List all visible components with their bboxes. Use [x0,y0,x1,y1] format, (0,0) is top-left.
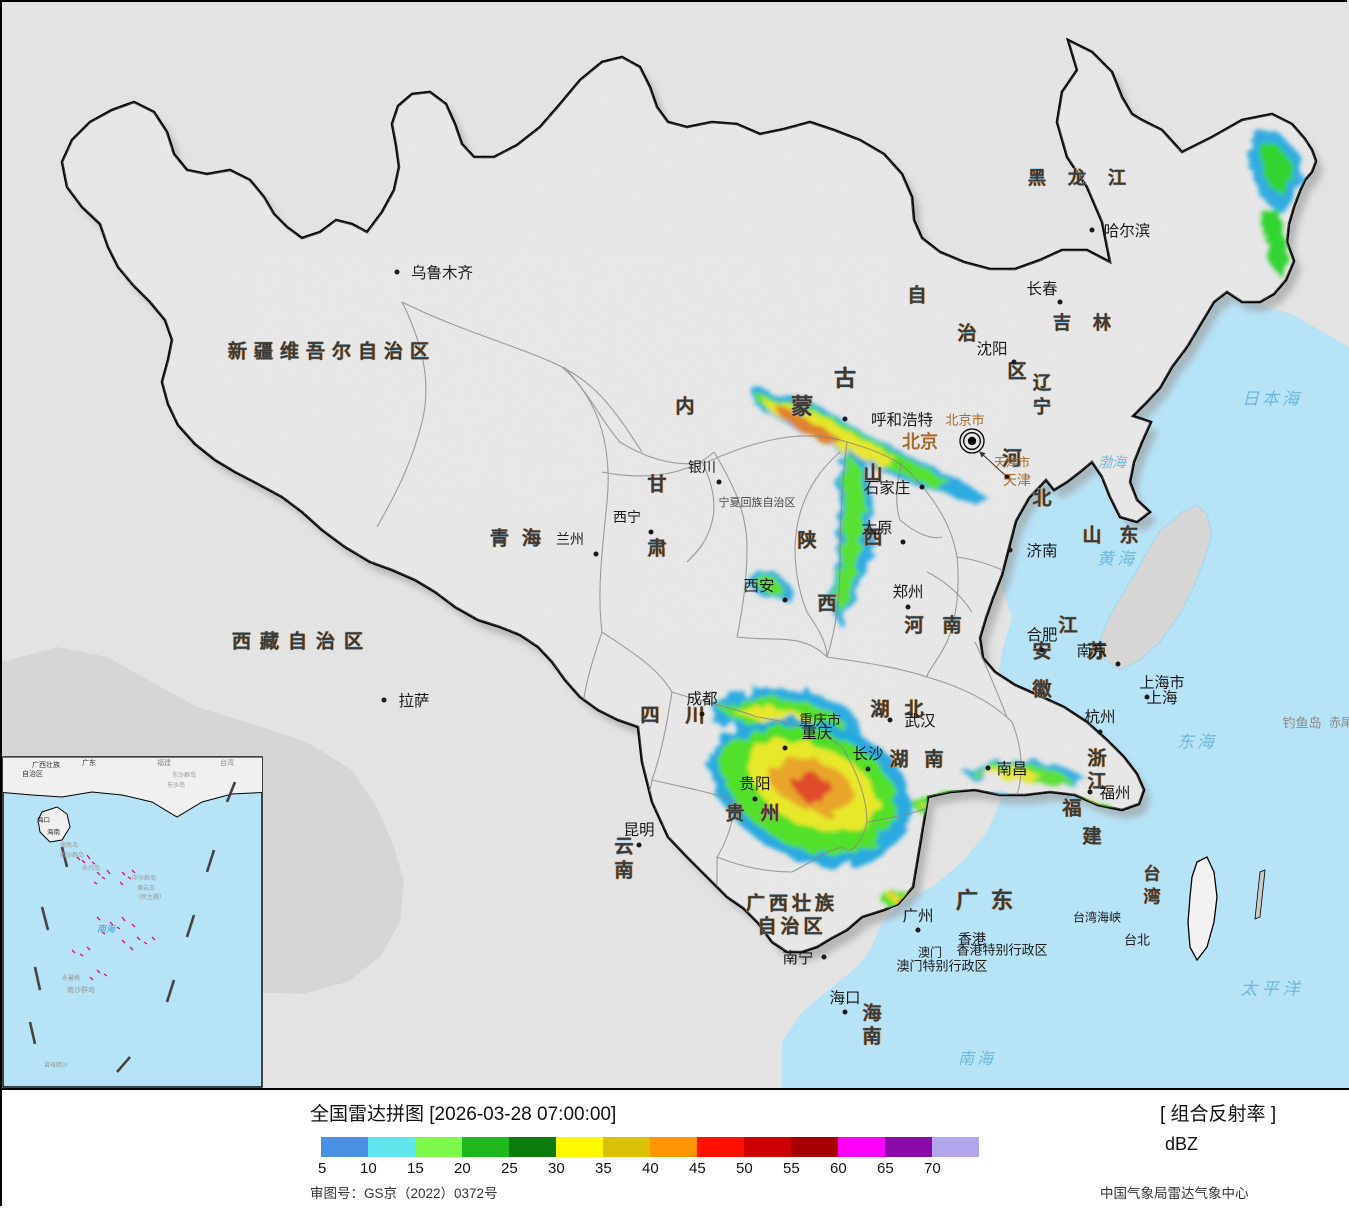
svg-text:广东: 广东 [82,758,96,767]
svg-text:（民主礁）: （民主礁） [135,893,165,901]
svg-text:东沙岛: 东沙岛 [167,781,185,789]
svg-text:南沙群岛: 南沙群岛 [67,985,95,994]
svg-text:曾母暗沙: 曾母暗沙 [44,1061,68,1069]
svg-text:海南岛: 海南岛 [60,841,78,849]
svg-text:海口: 海口 [37,815,50,824]
svg-text:中沙群岛: 中沙群岛 [132,874,156,882]
svg-text:台湾: 台湾 [220,758,234,767]
svg-text:永暑礁: 永暑礁 [62,974,80,982]
svg-text:自治区: 自治区 [22,769,43,778]
svg-text:南海: 南海 [97,924,117,934]
svg-text:黄岩岛: 黄岩岛 [137,884,155,892]
svg-text:东沙群岛: 东沙群岛 [172,771,196,779]
svg-text:海南: 海南 [47,827,61,836]
svg-text:西沙群岛: 西沙群岛 [60,851,84,859]
svg-text:福建: 福建 [157,758,171,767]
svg-text:广西壮族: 广西壮族 [32,760,60,769]
svg-text:永兴岛: 永兴岛 [82,864,100,872]
